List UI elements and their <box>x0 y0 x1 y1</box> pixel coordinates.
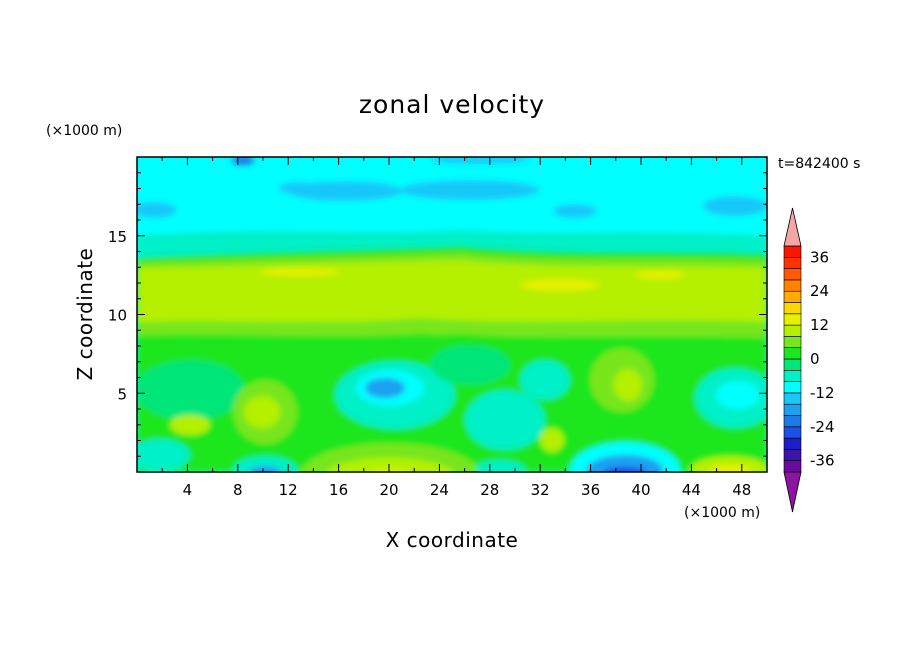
x-tick-label: 44 <box>682 481 701 499</box>
colorbar-label: 24 <box>810 282 829 300</box>
colorbar-swatch <box>783 245 802 258</box>
y-tick-label: 15 <box>108 228 127 246</box>
x-tick-label: 8 <box>233 481 243 499</box>
x-tick-label: 16 <box>329 481 348 499</box>
colorbar-label: 36 <box>810 248 829 266</box>
colorbar-swatch <box>783 302 802 315</box>
x-tick-label: 48 <box>732 481 751 499</box>
colorbar-swatch <box>783 358 802 371</box>
colorbar-swatch <box>783 336 802 348</box>
x-tick-label: 28 <box>480 481 499 499</box>
chart-title: zonal velocity <box>359 90 545 119</box>
colorbar-swatch <box>783 324 802 337</box>
colorbar-swatch <box>783 313 802 326</box>
colorbar-swatch <box>783 415 802 428</box>
x-tick-label: 40 <box>631 481 650 499</box>
colorbar-swatch <box>783 290 802 303</box>
y-tick-label: 5 <box>117 385 127 403</box>
colorbar-label: -24 <box>810 418 835 436</box>
colorbar-swatch <box>783 460 802 473</box>
colorbar-swatch <box>783 426 802 439</box>
colorbar-swatch <box>783 381 802 394</box>
colorbar-swatch <box>783 392 802 405</box>
x-tick-label: 32 <box>531 481 550 499</box>
colorbar-swatch <box>783 449 802 461</box>
x-tick-label: 24 <box>430 481 449 499</box>
y-axis-label: Z coordinate <box>73 248 97 381</box>
x-axis-label: X coordinate <box>386 528 519 552</box>
colorbar-swatch <box>783 279 802 292</box>
colorbar-label: -12 <box>810 384 835 402</box>
time-label: t=842400 s <box>778 156 860 172</box>
colorbar-label: 12 <box>810 316 829 334</box>
colorbar-swatch <box>783 369 802 382</box>
colorbar-extend-low <box>783 471 802 513</box>
colorbar-swatch <box>783 268 802 281</box>
x-tick-label: 4 <box>183 481 193 499</box>
x-unit-label: (×1000 m) <box>684 505 760 521</box>
colorbar-swatch <box>783 347 802 360</box>
y-unit-label: (×1000 m) <box>46 123 122 139</box>
x-tick-label: 36 <box>581 481 600 499</box>
heatmap-field <box>137 157 767 472</box>
colorbar: 36 24 12 0 -12 -24 -36 <box>783 207 835 513</box>
colorbar-swatch <box>783 403 802 416</box>
colorbar-swatch <box>783 256 802 269</box>
colorbar-extend-high <box>783 207 802 247</box>
colorbar-label: 0 <box>810 350 820 368</box>
y-tick-label: 10 <box>108 307 127 325</box>
x-tick-label: 20 <box>379 481 398 499</box>
colorbar-swatch <box>783 437 802 450</box>
colorbar-label: -36 <box>810 452 835 470</box>
x-tick-label: 12 <box>279 481 298 499</box>
